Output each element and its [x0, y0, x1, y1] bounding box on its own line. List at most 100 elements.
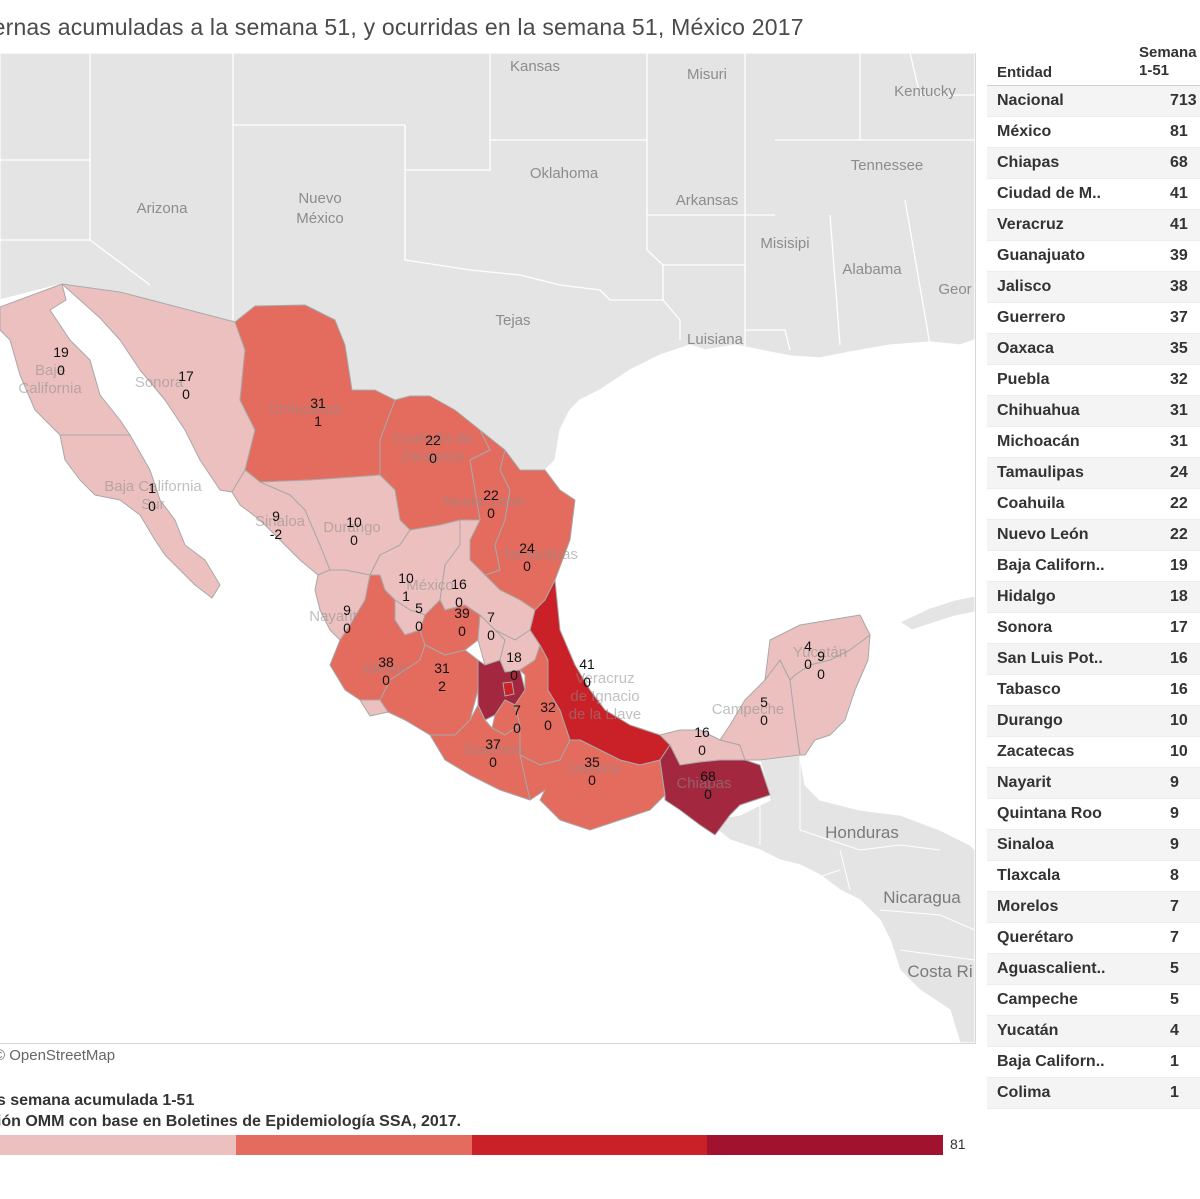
table-row[interactable]: Guanajuato 39: [987, 241, 1200, 272]
table-row[interactable]: San Luis Pot.. 16: [987, 644, 1200, 675]
table-row[interactable]: Tlaxcala 8: [987, 861, 1200, 892]
entity-name: Colima: [997, 1084, 1051, 1101]
state-guerrero[interactable]: [429, 704, 546, 801]
entity-value: 8: [1170, 867, 1179, 884]
state-chiapas[interactable]: [659, 744, 771, 836]
state-accumulated-value: 35: [584, 754, 600, 770]
state-week51-value: 2: [438, 678, 446, 694]
table-row[interactable]: Zacatecas 10: [987, 737, 1200, 768]
state-week51-value: 0: [487, 627, 495, 643]
table-row[interactable]: Quintana Roo 9: [987, 799, 1200, 830]
entity-value: 16: [1170, 681, 1188, 698]
table-row[interactable]: Tamaulipas 24: [987, 458, 1200, 489]
state-name-label: Sonora: [135, 374, 184, 391]
table-row[interactable]: Nayarit 9: [987, 768, 1200, 799]
state-name-label: California: [18, 380, 82, 397]
geo-label-nicaragua: Nicaragua: [883, 888, 961, 907]
entity-value: 18: [1170, 588, 1188, 605]
mexico-states[interactable]: [0, 283, 871, 836]
table-row[interactable]: Durango 10: [987, 706, 1200, 737]
table-row[interactable]: Tabasco 16: [987, 675, 1200, 706]
central-america-borders: [759, 755, 975, 961]
table-row[interactable]: Nacional 713: [987, 86, 1200, 117]
state-name-label: Veracruz: [575, 670, 634, 687]
state-accumulated-value: 5: [760, 694, 768, 710]
table-row[interactable]: Guerrero 37: [987, 303, 1200, 334]
entity-name: Coahuila: [997, 495, 1065, 512]
table-row[interactable]: Coahuila 22: [987, 489, 1200, 520]
entity-value: 35: [1170, 340, 1188, 357]
map-attribution[interactable]: © OpenStreetMap: [0, 1047, 116, 1064]
entity-name: Nacional: [997, 92, 1064, 109]
table-header: Entidad Semana 1-51: [987, 40, 1200, 86]
entity-table[interactable]: Entidad Semana 1-51 Nacional 713 México 81 C…: [987, 40, 1200, 1109]
state-name-label: Chihuahua: [269, 401, 342, 418]
table-row[interactable]: Aguascalient.. 5: [987, 954, 1200, 985]
table-row[interactable]: Baja Californ.. 19: [987, 551, 1200, 582]
state-name-label: Yucatán: [793, 644, 847, 661]
geo-labels: Kansas Misuri Kentucky Oklahoma Tennesse…: [137, 58, 973, 981]
table-row[interactable]: Veracruz 41: [987, 210, 1200, 241]
state-name-label: Zaragoza: [400, 448, 464, 465]
table-row[interactable]: Michoacán 31: [987, 427, 1200, 458]
state-accumulated-value: 18: [506, 649, 522, 665]
entity-name: Aguascalient..: [997, 960, 1106, 977]
table-row[interactable]: Chiapas 68: [987, 148, 1200, 179]
entity-value: 1: [1170, 1053, 1179, 1070]
entity-value: 37: [1170, 309, 1188, 326]
table-row[interactable]: Nuevo León 22: [987, 520, 1200, 551]
legend-title: as semana acumulada 1-51: [0, 1092, 195, 1109]
state-accumulated-value: 32: [540, 699, 556, 715]
entity-value: 7: [1170, 898, 1179, 915]
state-week51-value: 0: [523, 558, 531, 574]
geo-label-mexico-nm: México: [296, 210, 344, 227]
table-row[interactable]: Jalisco 38: [987, 272, 1200, 303]
entity-name: Chiapas: [997, 154, 1060, 171]
map-canvas[interactable]: Kansas Misuri Kentucky Oklahoma Tennesse…: [0, 53, 975, 1043]
geo-label-arizona: Arizona: [137, 200, 189, 217]
table-row[interactable]: Sonora 17: [987, 613, 1200, 644]
choropleth-map[interactable]: Kansas Misuri Kentucky Oklahoma Tennesse…: [0, 53, 976, 1044]
table-row[interactable]: Puebla 32: [987, 365, 1200, 396]
central-america-landmass: [703, 754, 975, 1043]
table-row[interactable]: Campeche 5: [987, 985, 1200, 1016]
state-week51-value: 0: [760, 712, 768, 728]
state-name-label: Baja: [35, 362, 66, 379]
state-baja-california[interactable]: [0, 283, 131, 436]
state-cdmx[interactable]: [502, 681, 515, 697]
state-name-label: Campeche: [712, 701, 785, 718]
table-row[interactable]: Hidalgo 18: [987, 582, 1200, 613]
state-name-label: Nayarit: [309, 608, 357, 625]
entity-name: Michoacán: [997, 433, 1080, 450]
state-week51-value: 0: [382, 672, 390, 688]
state-accumulated-value: 68: [700, 768, 716, 784]
geo-label-costa-rica: Costa Ri: [907, 962, 972, 981]
state-quintana-roo[interactable]: [789, 634, 871, 756]
state-week51-value: 0: [343, 620, 351, 636]
legend-swatch-3: [471, 1135, 708, 1155]
table-row[interactable]: Sinaloa 9: [987, 830, 1200, 861]
state-value-labels: BajaCalifornia190Sonora170Chihuahua311Co…: [18, 344, 847, 802]
table-row[interactable]: Colima 1: [987, 1078, 1200, 1109]
table-row[interactable]: Chihuahua 31: [987, 396, 1200, 427]
state-week51-value: 0: [588, 772, 596, 788]
entity-name: Jalisco: [997, 278, 1052, 295]
state-baja-california-sur[interactable]: [59, 434, 221, 599]
column-header-semana[interactable]: Semana 1-51: [1139, 44, 1197, 79]
entity-name: Oaxaca: [997, 340, 1054, 357]
entity-name: Veracruz: [997, 216, 1064, 233]
state-accumulated-value: 9: [817, 648, 825, 664]
entity-name: Sinaloa: [997, 836, 1054, 853]
entity-value: 31: [1170, 402, 1188, 419]
state-week51-value: 0: [544, 717, 552, 733]
table-row[interactable]: Ciudad de M.. 41: [987, 179, 1200, 210]
table-row[interactable]: México 81: [987, 117, 1200, 148]
table-row[interactable]: Morelos 7: [987, 892, 1200, 923]
table-row[interactable]: Yucatán 4: [987, 1016, 1200, 1047]
column-header-entidad[interactable]: Entidad: [997, 64, 1052, 81]
entity-value: 41: [1170, 216, 1188, 233]
table-row[interactable]: Querétaro 7: [987, 923, 1200, 954]
table-row[interactable]: Baja Californ.. 1: [987, 1047, 1200, 1078]
entity-value: 41: [1170, 185, 1188, 202]
table-row[interactable]: Oaxaca 35: [987, 334, 1200, 365]
